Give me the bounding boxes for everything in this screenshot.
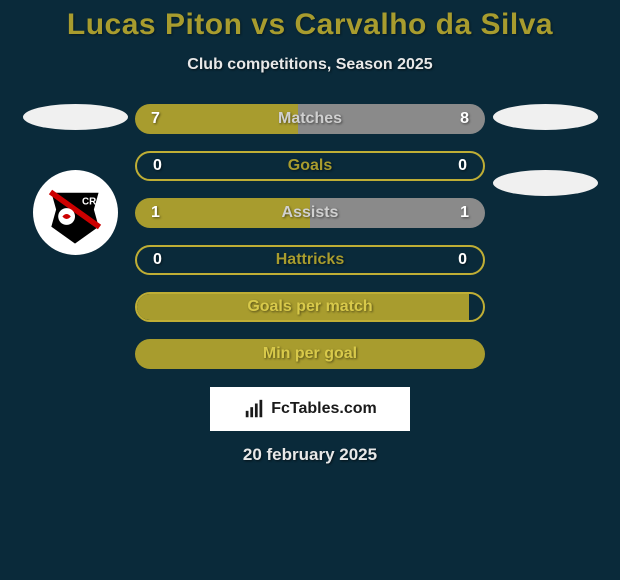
stat-value-right: 8 [460, 110, 469, 128]
stat-value-right: 0 [458, 251, 467, 269]
player-right-ellipse-1 [493, 104, 598, 130]
stat-fill-right [469, 294, 483, 320]
footer-site-label: FcTables.com [271, 400, 377, 418]
stat-value-left: 7 [151, 110, 160, 128]
chart-icon [243, 398, 265, 420]
vasco-crest-icon: CR [40, 178, 110, 248]
page-subtitle: Club competitions, Season 2025 [187, 56, 432, 74]
club-logo-left: CR [33, 170, 118, 255]
stat-fill-right [310, 198, 485, 228]
left-player-col: CR [15, 104, 135, 369]
stat-row: Hattricks00 [135, 245, 485, 275]
stat-fill-right [137, 153, 483, 179]
stat-row: Assists11 [135, 198, 485, 228]
svg-text:CR: CR [82, 196, 96, 207]
stat-fill-right [137, 247, 483, 273]
stat-value-right: 0 [458, 157, 467, 175]
stat-row: Min per goal [135, 339, 485, 369]
stat-value-left: 0 [153, 157, 162, 175]
stat-row: Goals00 [135, 151, 485, 181]
footer-badge[interactable]: FcTables.com [210, 387, 410, 431]
stat-value-left: 1 [151, 204, 160, 222]
content-area: CR Matches78Goals00Assists11Hattricks00G… [0, 104, 620, 369]
player-left-ellipse [23, 104, 128, 130]
stat-value-right: 1 [460, 204, 469, 222]
stat-fill-left [135, 198, 310, 228]
page-title: Lucas Piton vs Carvalho da Silva [67, 8, 553, 42]
stat-row: Matches78 [135, 104, 485, 134]
stat-fill-right [298, 104, 485, 134]
stat-row: Goals per match [135, 292, 485, 322]
stat-fill-left [135, 339, 485, 369]
stat-value-left: 0 [153, 251, 162, 269]
right-player-col [485, 104, 605, 369]
footer-date: 20 february 2025 [243, 445, 377, 465]
stats-column: Matches78Goals00Assists11Hattricks00Goal… [135, 104, 485, 369]
player-right-ellipse-2 [493, 170, 598, 196]
stat-fill-left [137, 294, 469, 320]
